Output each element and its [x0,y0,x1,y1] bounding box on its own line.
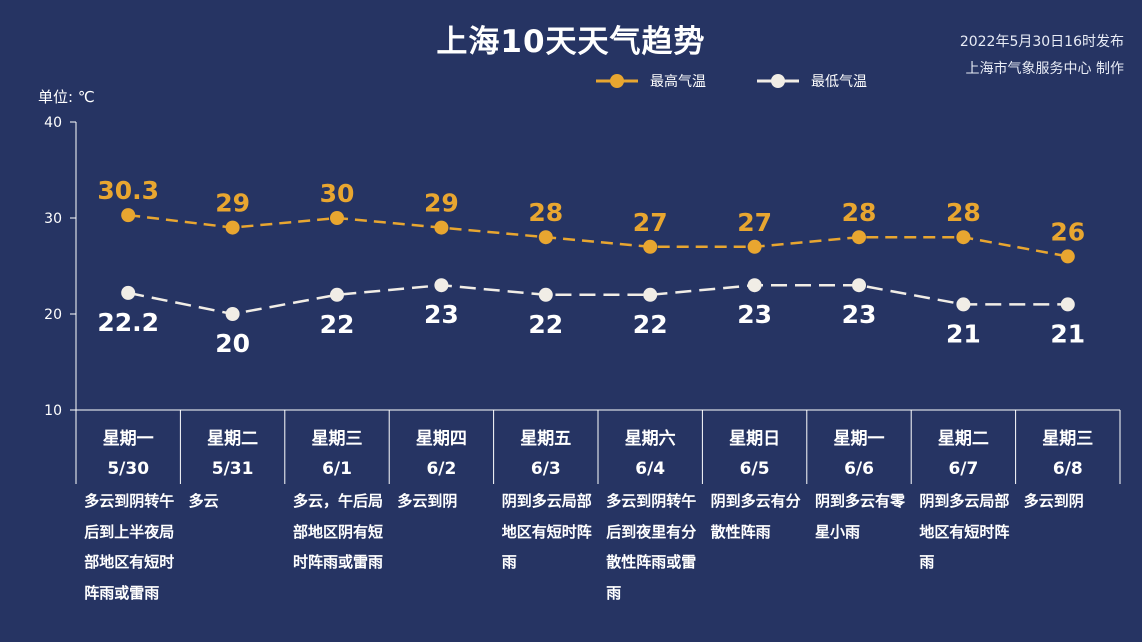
y-tick-label: 40 [44,115,62,131]
high-data-label: 30 [320,179,355,208]
date-label: 6/8 [1053,459,1083,479]
high-data-label: 29 [424,189,459,218]
weekday-label: 星期一 [103,429,154,449]
low-point [330,287,344,302]
legend-low: 最低气温 [755,71,867,91]
producer-credit: 上海市气象服务中心 制作 [965,61,1124,77]
issued-time: 2022年5月30日16时发布 [959,34,1124,50]
high-data-label: 30.3 [97,176,159,205]
low-data-label: 22 [528,310,563,339]
low-series-line [127,283,1068,316]
low-data-label: 21 [946,319,981,348]
date-label: 6/5 [740,459,770,479]
legend-high: 最高气温 [594,71,706,91]
high-data-label: 27 [633,208,668,237]
low-point [643,287,658,302]
date-label: 6/1 [322,459,352,479]
low-point [747,278,762,293]
high-data-label: 26 [1050,217,1085,246]
low-data-label: 23 [424,300,459,329]
low-data-label: 22.2 [97,308,159,337]
low-point [121,285,136,300]
high-point [225,220,240,235]
condition-text: 多云到阴 [397,492,458,510]
high-point [121,208,136,223]
low-data-label: 22 [320,310,355,339]
date-label: 6/3 [531,459,561,479]
condition-text: 多云，午后局部地区阴有短时阵雨或雷雨 [293,492,384,571]
low-point [225,307,240,321]
weekday-label: 星期四 [416,429,467,449]
date-label: 5/31 [212,459,254,479]
date-label: 5/30 [107,459,149,479]
high-point [643,239,658,254]
date-label: 6/4 [635,459,665,479]
low-point [1060,297,1075,312]
high-data-label: 28 [528,198,563,227]
legend-low-label: 最低气温 [811,74,867,90]
low-data-label: 23 [842,300,877,329]
high-point [956,230,971,245]
date-label: 6/6 [844,459,874,479]
low-point [956,297,971,312]
low-point [434,278,449,293]
weekday-label: 星期六 [625,428,676,449]
date-label: 6/7 [948,459,978,479]
condition-text: 阴到多云有零星小雨 [815,492,906,541]
condition-text: 多云到阴转午后到夜里有分散性阵雨或雷雨 [606,492,697,602]
legend-high-marker [596,74,638,88]
condition-text: 阴到多云局部地区有短时阵雨 [919,492,1010,571]
high-point [1060,249,1075,264]
y-tick-label: 30 [44,211,62,227]
weekday-label: 星期三 [1042,429,1093,449]
high-point [747,239,762,254]
date-label: 6/2 [426,459,456,479]
weekday-label: 星期日 [729,429,780,449]
condition-text: 多云到阴转午后到上半夜局部地区有短时阵雨或雷雨 [84,492,175,602]
unit-label: 单位: ℃ [38,88,95,106]
condition-text: 多云 [188,492,219,510]
low-point [852,278,866,293]
low-data-label: 20 [215,329,250,358]
low-point [538,287,553,302]
low-data-label: 22 [633,310,668,339]
condition-text: 阴到多云局部地区有短时阵雨 [501,492,592,571]
high-data-label: 29 [215,189,250,218]
weekday-label: 星期三 [312,429,363,449]
high-data-label: 28 [842,198,877,227]
high-data-label: 27 [737,208,772,237]
high-data-label: 28 [946,198,981,227]
chart-title: 上海10天天气趋势 [436,24,706,60]
condition-text: 多云到阴 [1023,492,1084,510]
low-data-label: 23 [737,300,772,329]
legend-low-marker [757,74,799,88]
weekday-label: 星期二 [938,429,989,449]
y-tick-label: 10 [44,403,62,419]
high-point [538,230,553,245]
y-tick-label: 20 [44,307,62,323]
condition-text: 阴到多云有分散性阵雨 [710,492,801,541]
high-point [434,220,449,235]
weekday-label: 星期五 [520,429,571,449]
high-point [330,211,344,225]
weekday-label: 星期二 [207,429,258,449]
low-data-label: 21 [1050,319,1085,348]
high-point [852,230,866,245]
legend-high-label: 最高气温 [650,74,706,90]
weekday-label: 星期一 [834,429,885,449]
high-series-line [128,213,1069,258]
